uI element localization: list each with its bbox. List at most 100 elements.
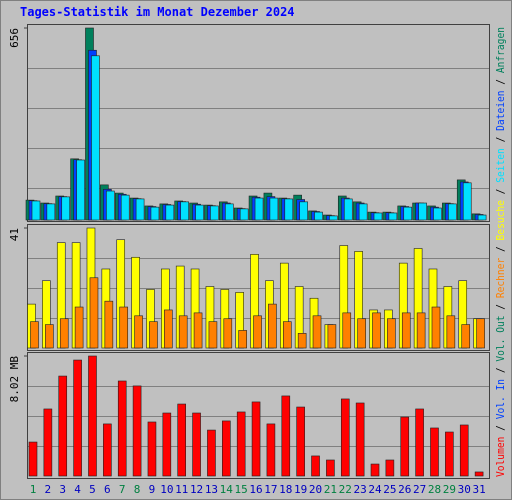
bar bbox=[370, 463, 380, 477]
bar bbox=[225, 203, 234, 221]
x-tick-label: 12 bbox=[190, 483, 203, 496]
bar bbox=[474, 471, 484, 477]
bar bbox=[327, 324, 337, 349]
bar bbox=[282, 321, 292, 349]
bar bbox=[91, 55, 100, 221]
bar bbox=[387, 318, 396, 349]
x-tick-label: 19 bbox=[294, 483, 307, 496]
bar bbox=[253, 315, 262, 349]
legend-entry: Dateien bbox=[494, 90, 507, 130]
bar bbox=[403, 206, 413, 221]
legend-separator: / bbox=[494, 240, 507, 257]
bar bbox=[415, 408, 424, 477]
x-tick-label: 18 bbox=[279, 483, 292, 496]
bar bbox=[342, 312, 352, 349]
bar bbox=[284, 198, 294, 221]
bar bbox=[430, 427, 439, 477]
bar bbox=[401, 312, 411, 349]
x-tick-label: 11 bbox=[175, 483, 188, 496]
bar bbox=[297, 333, 307, 349]
bar bbox=[106, 190, 115, 221]
x-tick-label: 3 bbox=[59, 483, 66, 496]
x-tick-label: 26 bbox=[398, 483, 411, 496]
x-tick-label: 2 bbox=[45, 483, 52, 496]
bar bbox=[117, 380, 127, 477]
bar bbox=[30, 321, 39, 349]
bar bbox=[462, 182, 472, 221]
bar bbox=[162, 412, 172, 477]
bar bbox=[135, 198, 145, 221]
bar bbox=[223, 318, 233, 349]
bar bbox=[459, 424, 469, 477]
bar bbox=[355, 402, 365, 477]
bar bbox=[180, 201, 189, 221]
bar bbox=[76, 159, 85, 221]
bar bbox=[207, 429, 216, 477]
x-tick-label: 6 bbox=[104, 483, 111, 496]
bar bbox=[43, 408, 53, 477]
bar bbox=[89, 277, 99, 349]
x-tick-label: 28 bbox=[428, 483, 441, 496]
chart-title: Tages-Statistik im Monat Dezember 2024 bbox=[20, 5, 295, 19]
x-tick-label: 21 bbox=[324, 483, 337, 496]
bar bbox=[59, 318, 69, 349]
bar bbox=[88, 355, 97, 477]
x-tick-label: 9 bbox=[149, 483, 156, 496]
bar bbox=[445, 431, 454, 477]
bar bbox=[266, 423, 276, 477]
bar bbox=[251, 401, 261, 477]
bar bbox=[343, 198, 353, 221]
bar bbox=[31, 200, 41, 221]
bar bbox=[195, 204, 204, 221]
bar bbox=[134, 315, 143, 349]
bar bbox=[326, 459, 335, 477]
x-tick-label: 24 bbox=[368, 483, 382, 496]
bar bbox=[45, 324, 54, 349]
bar bbox=[147, 421, 157, 477]
bar bbox=[400, 416, 410, 477]
bar bbox=[119, 306, 129, 349]
bar bbox=[208, 321, 218, 349]
bar bbox=[58, 375, 68, 477]
y-tick-label: 41 bbox=[8, 228, 21, 241]
bar bbox=[104, 300, 114, 349]
x-tick-label: 16 bbox=[249, 483, 262, 496]
bar bbox=[357, 318, 366, 349]
x-tick-label: 15 bbox=[235, 483, 248, 496]
bar bbox=[329, 215, 338, 221]
bar bbox=[431, 306, 441, 349]
bar bbox=[238, 330, 247, 349]
legend-separator: / bbox=[494, 131, 507, 148]
bar bbox=[461, 324, 471, 349]
bar bbox=[150, 206, 160, 221]
bar bbox=[165, 204, 175, 221]
x-tick-label: 31 bbox=[472, 483, 485, 496]
bar bbox=[236, 411, 246, 477]
bar bbox=[299, 201, 308, 221]
x-tick-label: 1 bbox=[30, 483, 37, 496]
bar bbox=[210, 205, 219, 221]
bar bbox=[314, 211, 323, 221]
bar bbox=[448, 203, 457, 221]
legend-separator: / bbox=[494, 298, 507, 315]
bar bbox=[373, 212, 383, 221]
legend-entry: Vol. In bbox=[494, 379, 507, 419]
bar bbox=[254, 197, 264, 221]
bar bbox=[164, 309, 173, 349]
bar bbox=[296, 406, 305, 477]
x-tick-label: 25 bbox=[383, 483, 396, 496]
bar bbox=[385, 459, 395, 477]
bar bbox=[177, 403, 186, 477]
bar bbox=[222, 420, 231, 477]
legend-entry: Besuche bbox=[494, 200, 507, 240]
x-tick-label: 17 bbox=[264, 483, 277, 496]
x-tick-label: 20 bbox=[309, 483, 322, 496]
bar bbox=[281, 395, 291, 477]
bar bbox=[74, 306, 84, 349]
x-tick-label: 14 bbox=[220, 483, 234, 496]
x-tick-label: 30 bbox=[458, 483, 471, 496]
legend-entry: Rechner bbox=[494, 257, 507, 298]
bar bbox=[193, 312, 203, 349]
x-tick-label: 23 bbox=[354, 483, 367, 496]
